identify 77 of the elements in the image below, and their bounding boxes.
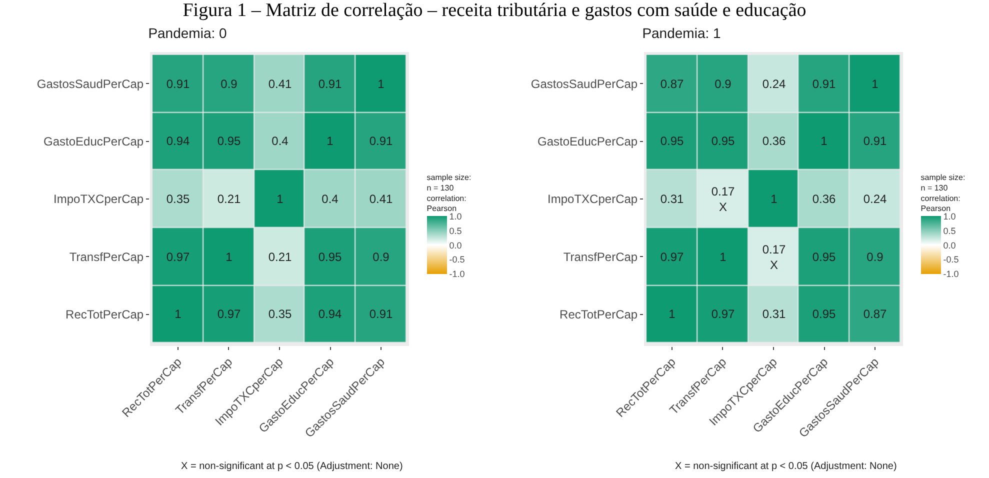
data-label: 0.31 [762, 307, 786, 322]
data-label: 0.91 [812, 77, 836, 92]
data-label: 0.21 [268, 250, 292, 264]
data-label: 0.31 [660, 192, 684, 206]
color-bar-label: 0.5 [449, 226, 462, 236]
data-label: 0.9 [714, 77, 732, 92]
data-label: 0.95 [812, 307, 836, 322]
data-label: 0.41 [268, 77, 292, 92]
text: Figura 1 – Matriz de correlação – receita tributária e gastos com saúde e educação [182, 0, 808, 22]
data-label: 0.91 [369, 134, 393, 148]
data-label: 1 [770, 192, 778, 206]
data-label: 0.94 [166, 134, 190, 148]
data-label: 0.87 [863, 307, 887, 322]
data-label: 1 [174, 307, 182, 322]
data-label: 1 [326, 134, 334, 148]
data-label: 0.94 [318, 307, 342, 322]
data-label: 0.97 [166, 250, 190, 264]
data-label: 0.95 [812, 250, 836, 264]
data-label: 0.91 [166, 77, 190, 92]
color-bar-label: -1.0 [943, 269, 959, 280]
data-label: 0.95 [318, 250, 342, 264]
data-label: 0.9 [866, 250, 884, 264]
data-label: 0.35 [268, 307, 292, 322]
data-label: 0.97 [660, 250, 684, 264]
color-bar-label: 0.0 [449, 240, 462, 250]
color-bar-label: 0.0 [943, 240, 956, 250]
data-label: 1 [226, 250, 233, 264]
data-label: 0.36 [812, 192, 836, 206]
color-bar-label: 1.0 [943, 211, 956, 222]
color-bar-label: -0.5 [943, 254, 959, 265]
color-bar-title: sample size: n = 130 correlation: Pearson [920, 173, 966, 214]
y-tick-label: TransfPerCap [69, 250, 144, 264]
data-label: 0.97 [711, 307, 735, 322]
color-bar-label: -1.0 [449, 269, 465, 280]
data-label: 0.95 [217, 134, 241, 148]
data-label: 0.97 [217, 307, 241, 322]
data-label: 1 [668, 307, 676, 322]
data-label: 0.35 [166, 192, 190, 206]
color-bar-label: -0.5 [449, 254, 465, 265]
data-label: 0.91 [318, 77, 342, 92]
data-label: 1 [872, 77, 879, 92]
data-label: 0.9 [372, 250, 390, 264]
chart-title: Pandemia: 1 [642, 24, 722, 41]
color-bar-label: 0.5 [943, 226, 956, 236]
data-label: 0.91 [369, 307, 393, 322]
y-tick-label: TransfPerCap [563, 250, 638, 264]
data-label: 1 [378, 77, 385, 92]
text: X = non-significant at p < 0.05 (Adjustment: None) [181, 461, 403, 472]
y-tick-label: GastosSaudPerCap [36, 76, 144, 91]
data-label: 1 [276, 192, 284, 206]
data-label: 0.95 [711, 134, 735, 148]
y-tick-label: GastoEducPerCap [538, 134, 638, 149]
data-label: 1 [820, 134, 828, 148]
data-label: 0.36 [762, 134, 786, 148]
data-label: 0.9 [220, 77, 238, 92]
text: X = non-significant at p < 0.05 (Adjustment: None) [675, 461, 897, 472]
y-tick-label: GastoEducPerCap [44, 134, 144, 149]
y-tick-label: GastosSaudPerCap [530, 76, 638, 91]
data-label: 0.4 [322, 192, 339, 206]
y-tick-label: RecTotPerCap [66, 307, 144, 322]
data-label: 1 [720, 250, 727, 264]
color-bar-label: 1.0 [449, 211, 462, 222]
data-label: 0.17 X [762, 242, 786, 272]
data-label: 0.4 [272, 134, 289, 148]
data-label: 0.24 [863, 192, 887, 206]
chart-title: Pandemia: 0 [148, 24, 228, 41]
y-tick-label: RecTotPerCap [560, 307, 638, 322]
data-label: 0.91 [863, 134, 887, 148]
y-tick-label: ImpoTXCperCap [54, 192, 144, 206]
y-tick-label: ImpoTXCperCap [548, 192, 638, 206]
data-label: 0.95 [660, 134, 684, 148]
data-label: 0.17 X [711, 184, 735, 214]
data-label: 0.87 [660, 77, 684, 92]
data-label: 0.21 [217, 192, 241, 206]
data-label: 0.24 [762, 77, 786, 92]
color-bar-title: sample size: n = 130 correlation: Pearson [426, 173, 472, 214]
data-label: 0.41 [369, 192, 393, 206]
